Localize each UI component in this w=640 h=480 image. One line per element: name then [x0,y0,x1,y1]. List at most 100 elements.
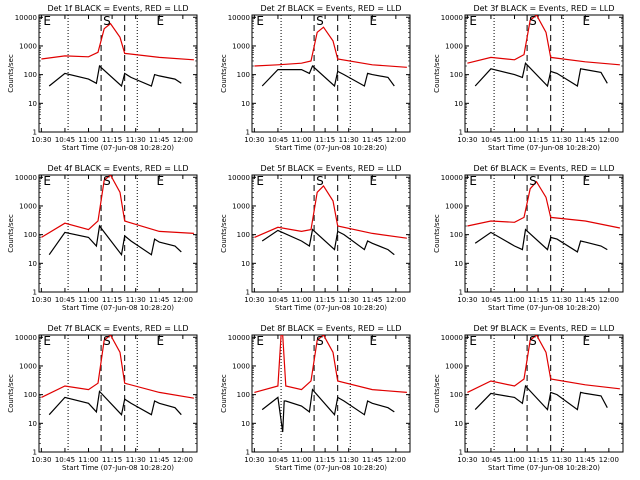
y-tick-label: 1 [33,289,37,297]
x-tick-label: 12:00 [173,136,193,144]
y-tick-label: 10000 [228,14,250,22]
y-tick-label: 1 [459,449,463,457]
y-tick-label: 10000 [15,14,37,22]
y-axis-label: Counts/sec [220,214,228,253]
x-tick-label: 10:45 [268,456,288,464]
y-tick-label: 100 [450,231,463,239]
series-line-lld [254,335,407,393]
time-marker-label: S [316,334,324,348]
y-tick-label: 1000 [232,42,250,50]
y-axis-label: Counts/sec [7,214,15,253]
y-tick-label: 1 [459,129,463,137]
x-tick-label: 11:00 [504,456,524,464]
plot-frame [38,174,198,293]
x-tick-label: 11:00 [78,136,98,144]
plot-frame [251,14,411,133]
plot-frame [251,334,411,453]
y-tick-label: 1 [33,449,37,457]
series-line-lld [467,335,620,393]
time-marker-label: E [43,174,51,188]
y-tick-label: 1 [246,449,250,457]
detector-panel: Det 6f BLACK = Events, RED = LLD 1 10 100 10… [433,164,624,312]
time-marker-label: S [103,174,111,188]
y-tick-label: 1000 [19,202,37,210]
y-tick-label: 1 [246,289,250,297]
x-tick-label: 11:00 [504,136,524,144]
x-tick-label: 11:30 [552,456,572,464]
x-tick-label: 12:00 [386,296,406,304]
series-line-lld [41,22,194,61]
series-line-events [48,390,182,416]
time-marker-label: E [370,334,378,348]
x-tick-label: 10:30 [244,456,264,464]
panel-title: Det 3f BLACK = Events, RED = LLD [473,4,614,13]
x-tick-label: 11:30 [126,456,146,464]
y-tick-label: 10 [454,260,463,268]
detector-panel: Det 2f BLACK = Events, RED = LLD 1 10 100 10… [220,4,411,152]
x-tick-label: 10:30 [31,456,51,464]
time-marker-label: S [316,14,324,28]
x-tick-label: 10:45 [55,296,75,304]
x-tick-label: 10:45 [481,456,501,464]
series-line-lld [254,26,407,68]
y-tick-label: 100 [450,391,463,399]
y-tick-label: 1000 [19,362,37,370]
panel-title: Det 9f BLACK = Events, RED = LLD [473,324,614,333]
time-marker-label: E [469,174,477,188]
time-marker-label: E [370,174,378,188]
x-tick-label: 11:15 [315,136,335,144]
x-tick-label: 11:00 [291,296,311,304]
x-axis-label: Start Time (07-Jun-08 10:28:20) [275,144,387,152]
x-tick-label: 11:30 [126,136,146,144]
y-tick-label: 100 [237,71,250,79]
y-tick-label: 100 [24,71,37,79]
series-line-events [261,388,395,433]
time-marker-label: E [583,334,591,348]
time-marker-label: S [103,14,111,28]
y-tick-label: 1 [459,289,463,297]
y-axis-label: Counts/sec [7,374,15,413]
x-tick-label: 11:00 [504,296,524,304]
detector-panel: Det 9f BLACK = Events, RED = LLD 1 10 100 10… [433,324,624,472]
y-tick-label: 1 [33,129,37,137]
x-tick-label: 10:30 [31,296,51,304]
x-tick-label: 12:00 [599,296,619,304]
panel-title: Det 2f BLACK = Events, RED = LLD [260,4,401,13]
y-tick-label: 10 [28,100,37,108]
time-marker-label: E [370,14,378,28]
y-tick-label: 1000 [445,42,463,50]
plot-frame [464,334,624,453]
y-axis-label: Counts/sec [433,54,441,93]
series-line-events [48,64,182,88]
time-marker-label: E [256,14,264,28]
detector-panel: Det 5f BLACK = Events, RED = LLD 1 10 100 10… [220,164,411,312]
y-tick-label: 10000 [441,174,463,182]
time-marker-label: E [256,174,264,188]
time-marker-label: E [43,334,51,348]
x-tick-label: 10:45 [55,456,75,464]
x-tick-label: 12:00 [173,456,193,464]
series-line-lld [41,175,194,238]
y-tick-label: 100 [24,391,37,399]
y-tick-label: 10000 [15,174,37,182]
series-line-lld [467,180,621,229]
x-tick-label: 12:00 [173,296,193,304]
y-tick-label: 100 [24,231,37,239]
time-marker-label: E [157,14,165,28]
x-tick-label: 11:30 [126,296,146,304]
y-tick-label: 10 [28,260,37,268]
x-tick-label: 11:45 [362,456,382,464]
x-tick-label: 11:15 [528,136,548,144]
x-axis-label: Start Time (07-Jun-08 10:28:20) [62,144,174,152]
y-tick-label: 10 [241,100,250,108]
y-tick-label: 10 [241,260,250,268]
x-tick-label: 11:15 [528,296,548,304]
time-marker-label: E [469,14,477,28]
y-tick-label: 1000 [19,42,37,50]
x-tick-label: 11:30 [552,136,572,144]
series-line-lld [467,15,620,66]
y-tick-label: 1000 [232,362,250,370]
series-line-events [474,384,608,411]
detector-panel: Det 4f BLACK = Events, RED = LLD 1 10 100 10… [7,164,198,312]
